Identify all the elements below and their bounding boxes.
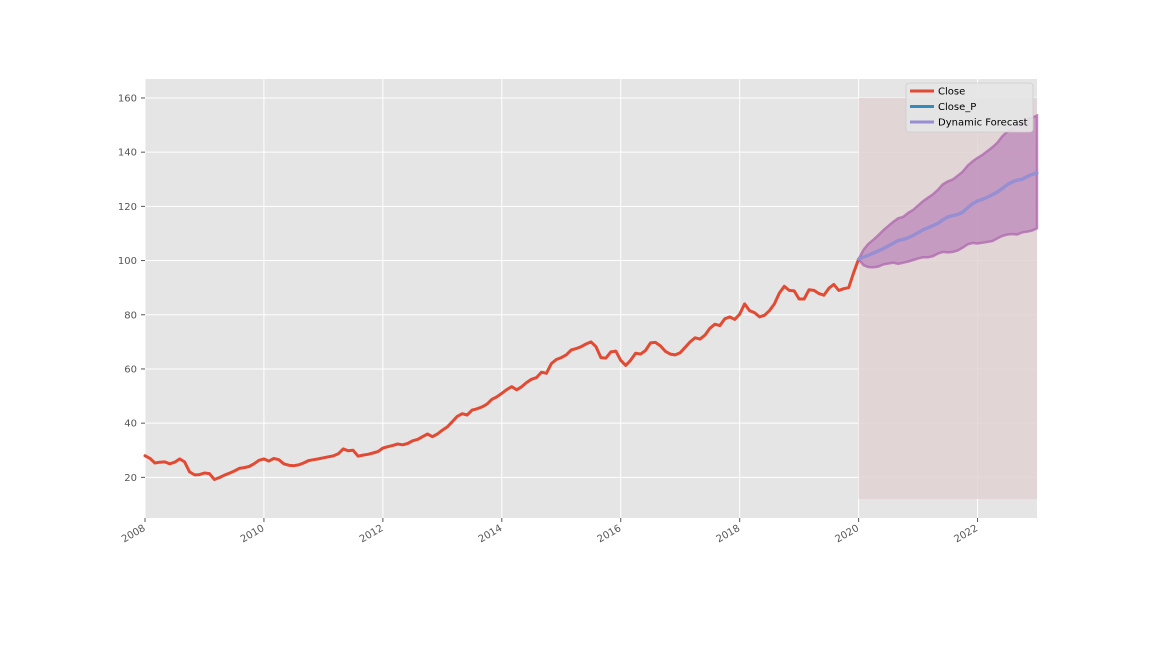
x-axis: 2008 2010 2012 2014 2016 2018 2020 2022: [120, 518, 980, 545]
legend-label: Close_P: [938, 102, 976, 113]
x-tick-label: 2020: [834, 523, 862, 545]
y-tick-label: 120: [118, 202, 137, 213]
y-axis: 20 40 60 80 100 120 140 160: [118, 93, 145, 484]
y-tick-label: 140: [118, 148, 137, 159]
x-tick-label: 2018: [715, 523, 743, 545]
legend-box: [905, 82, 1034, 133]
y-tick-label: 100: [118, 256, 137, 267]
legend: Close Close_P Dynamic Forecast: [905, 82, 1034, 133]
y-tick-label: 40: [124, 419, 137, 430]
x-tick-label: 2010: [239, 523, 267, 545]
y-tick-label: 60: [124, 364, 137, 375]
legend-label: Dynamic Forecast: [938, 118, 1028, 129]
x-tick-label: 2022: [952, 523, 980, 545]
x-tick-label: 2014: [477, 523, 505, 545]
legend-label: Close: [938, 87, 965, 98]
y-tick-label: 20: [124, 473, 137, 484]
x-tick-label: 2016: [596, 523, 624, 545]
y-tick-label: 80: [124, 310, 137, 321]
series-line-dynamic-forecast: [857, 171, 1039, 261]
x-tick-label: 2008: [120, 523, 148, 545]
x-tick-label: 2012: [358, 523, 386, 545]
series-line-close: [143, 257, 861, 481]
y-tick-label: 160: [118, 93, 137, 104]
series-lines: [143, 171, 1039, 481]
